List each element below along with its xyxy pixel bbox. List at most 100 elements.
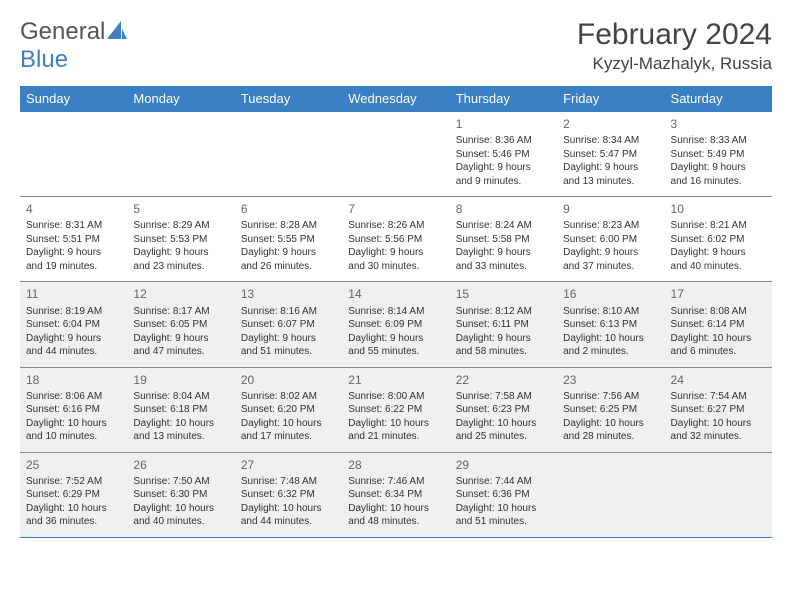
day-number: 22 [456, 372, 551, 388]
sunset-line: Sunset: 6:22 PM [348, 403, 443, 417]
sunrise-line: Sunrise: 7:56 AM [563, 390, 658, 404]
daylight-line-1: Daylight: 9 hours [348, 246, 443, 260]
day-number: 19 [133, 372, 228, 388]
calendar-cell: 3Sunrise: 8:33 AMSunset: 5:49 PMDaylight… [665, 112, 772, 197]
daylight-line-1: Daylight: 10 hours [563, 417, 658, 431]
daylight-line-1: Daylight: 9 hours [563, 246, 658, 260]
sunrise-line: Sunrise: 8:02 AM [241, 390, 336, 404]
sunset-line: Sunset: 6:00 PM [563, 233, 658, 247]
sunset-line: Sunset: 6:05 PM [133, 318, 228, 332]
calendar-cell: 27Sunrise: 7:48 AMSunset: 6:32 PMDayligh… [235, 452, 342, 537]
day-number: 24 [671, 372, 766, 388]
sunrise-line: Sunrise: 7:48 AM [241, 475, 336, 489]
calendar-row: 25Sunrise: 7:52 AMSunset: 6:29 PMDayligh… [20, 452, 772, 537]
daylight-line-2: and 26 minutes. [241, 260, 336, 274]
sunrise-line: Sunrise: 8:06 AM [26, 390, 121, 404]
calendar-cell: 25Sunrise: 7:52 AMSunset: 6:29 PMDayligh… [20, 452, 127, 537]
daylight-line-1: Daylight: 10 hours [133, 417, 228, 431]
daylight-line-1: Daylight: 9 hours [671, 246, 766, 260]
daylight-line-2: and 2 minutes. [563, 345, 658, 359]
day-number: 20 [241, 372, 336, 388]
sunset-line: Sunset: 5:51 PM [26, 233, 121, 247]
day-number: 12 [133, 286, 228, 302]
daylight-line-1: Daylight: 9 hours [456, 246, 551, 260]
daylight-line-2: and 51 minutes. [241, 345, 336, 359]
calendar-cell: 6 Sunrise: 8:28 AMSunset: 5:55 PMDaylight… [235, 197, 342, 282]
day-number: 11 [26, 286, 121, 302]
daylight-line-1: Daylight: 9 hours [26, 332, 121, 346]
calendar-cell: 19Sunrise: 8:04 AMSunset: 6:18 PMDayligh… [127, 367, 234, 452]
logo-part1: General [20, 18, 105, 45]
day-number: 27 [241, 457, 336, 473]
daylight-line-2: and 28 minutes. [563, 430, 658, 444]
sunrise-line: Sunrise: 7:50 AM [133, 475, 228, 489]
sunset-line: Sunset: 6:09 PM [348, 318, 443, 332]
sunset-line: Sunset: 5:53 PM [133, 233, 228, 247]
daylight-line-2: and 33 minutes. [456, 260, 551, 274]
calendar-row: 1Sunrise: 8:36 AMSunset: 5:46 PMDaylight… [20, 112, 772, 197]
sunrise-line: Sunrise: 8:33 AM [671, 134, 766, 148]
daylight-line-2: and 13 minutes. [563, 175, 658, 189]
day-number: 6 [241, 201, 336, 217]
daylight-line-1: Daylight: 10 hours [671, 332, 766, 346]
sunrise-line: Sunrise: 8:16 AM [241, 305, 336, 319]
daylight-line-1: Daylight: 10 hours [348, 502, 443, 516]
daylight-line-2: and 36 minutes. [26, 515, 121, 529]
day-number: 14 [348, 286, 443, 302]
day-number: 25 [26, 457, 121, 473]
sunrise-line: Sunrise: 8:00 AM [348, 390, 443, 404]
sunset-line: Sunset: 6:32 PM [241, 488, 336, 502]
sunset-line: Sunset: 5:55 PM [241, 233, 336, 247]
sunset-line: Sunset: 6:07 PM [241, 318, 336, 332]
calendar-cell: 9Sunrise: 8:23 AMSunset: 6:00 PMDaylight… [557, 197, 664, 282]
sunset-line: Sunset: 6:29 PM [26, 488, 121, 502]
day-header: Sunday [20, 86, 127, 112]
sunset-line: Sunset: 6:25 PM [563, 403, 658, 417]
calendar-cell [665, 452, 772, 537]
daylight-line-1: Daylight: 9 hours [241, 246, 336, 260]
day-number: 21 [348, 372, 443, 388]
daylight-line-1: Daylight: 9 hours [456, 332, 551, 346]
calendar-cell: 17Sunrise: 8:08 AMSunset: 6:14 PMDayligh… [665, 282, 772, 367]
calendar-cell: 11Sunrise: 8:19 AMSunset: 6:04 PMDayligh… [20, 282, 127, 367]
day-number: 3 [671, 116, 766, 132]
sunrise-line: Sunrise: 8:34 AM [563, 134, 658, 148]
sunset-line: Sunset: 5:56 PM [348, 233, 443, 247]
daylight-line-2: and 44 minutes. [241, 515, 336, 529]
calendar-cell: 12Sunrise: 8:17 AMSunset: 6:05 PMDayligh… [127, 282, 234, 367]
day-header: Thursday [450, 86, 557, 112]
calendar-cell: 24Sunrise: 7:54 AMSunset: 6:27 PMDayligh… [665, 367, 772, 452]
calendar-body: 1Sunrise: 8:36 AMSunset: 5:46 PMDaylight… [20, 112, 772, 538]
daylight-line-1: Daylight: 9 hours [563, 161, 658, 175]
calendar-cell: 8Sunrise: 8:24 AMSunset: 5:58 PMDaylight… [450, 197, 557, 282]
daylight-line-2: and 6 minutes. [671, 345, 766, 359]
logo-part2: Blue [20, 46, 68, 73]
calendar-cell: 18Sunrise: 8:06 AMSunset: 6:16 PMDayligh… [20, 367, 127, 452]
calendar-row: 4Sunrise: 8:31 AMSunset: 5:51 PMDaylight… [20, 197, 772, 282]
day-number: 2 [563, 116, 658, 132]
daylight-line-2: and 16 minutes. [671, 175, 766, 189]
sunset-line: Sunset: 6:14 PM [671, 318, 766, 332]
sunset-line: Sunset: 5:47 PM [563, 148, 658, 162]
sunrise-line: Sunrise: 8:28 AM [241, 219, 336, 233]
daylight-line-1: Daylight: 9 hours [26, 246, 121, 260]
day-number: 8 [456, 201, 551, 217]
month-title: February 2024 [577, 18, 772, 52]
sunset-line: Sunset: 6:11 PM [456, 318, 551, 332]
sunset-line: Sunset: 5:46 PM [456, 148, 551, 162]
sunrise-line: Sunrise: 8:17 AM [133, 305, 228, 319]
day-number: 16 [563, 286, 658, 302]
daylight-line-1: Daylight: 10 hours [26, 502, 121, 516]
day-header-row: SundayMondayTuesdayWednesdayThursdayFrid… [20, 86, 772, 112]
day-number: 10 [671, 201, 766, 217]
day-number: 13 [241, 286, 336, 302]
calendar-cell: 26Sunrise: 7:50 AMSunset: 6:30 PMDayligh… [127, 452, 234, 537]
sunset-line: Sunset: 6:02 PM [671, 233, 766, 247]
daylight-line-2: and 37 minutes. [563, 260, 658, 274]
day-header: Friday [557, 86, 664, 112]
calendar-cell [557, 452, 664, 537]
calendar-cell [20, 112, 127, 197]
daylight-line-1: Daylight: 9 hours [348, 332, 443, 346]
sunrise-line: Sunrise: 8:14 AM [348, 305, 443, 319]
calendar-cell: 23Sunrise: 7:56 AMSunset: 6:25 PMDayligh… [557, 367, 664, 452]
